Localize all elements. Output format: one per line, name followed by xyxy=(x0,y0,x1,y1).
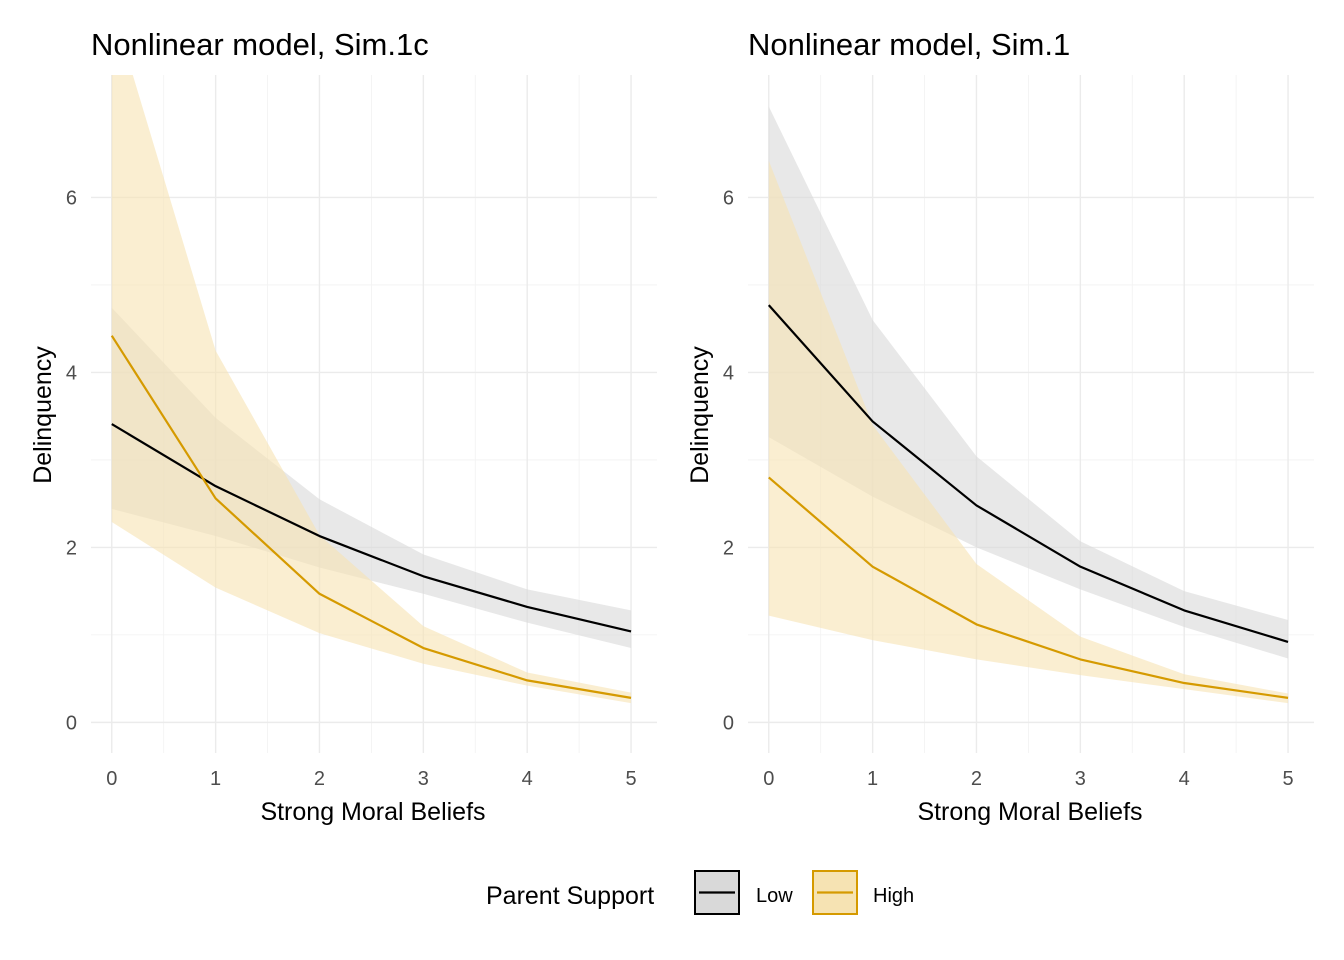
x-tick-label: 5 xyxy=(1282,768,1293,790)
x-tick-label: 3 xyxy=(418,768,429,790)
y-axis-title: Delinquency xyxy=(686,346,714,484)
legend-entry-low: Low xyxy=(694,870,793,915)
series-line-low xyxy=(111,423,632,633)
series-lines xyxy=(767,304,1289,699)
ribbons xyxy=(111,75,632,704)
ribbons xyxy=(768,106,1289,704)
legend-label-high: High xyxy=(873,885,914,907)
x-tick-label: 2 xyxy=(971,768,982,790)
panel-title: Nonlinear model, Sim.1c xyxy=(91,27,429,62)
panel-title: Nonlinear model, Sim.1 xyxy=(748,27,1070,62)
y-tick-label: 4 xyxy=(66,362,77,384)
tick-labels: 0 1 2 3 4 5 0 2 4 6 xyxy=(66,187,637,790)
series-line-high xyxy=(768,476,1289,699)
y-tick-label: 0 xyxy=(723,712,734,734)
panel-sim1: Nonlinear model, Sim.1 0 1 2 3 4 5 0 2 4 6 Strong… xyxy=(686,27,1314,826)
series-line-low xyxy=(767,304,1289,643)
x-tick-label: 5 xyxy=(625,768,636,790)
x-tick-label: 0 xyxy=(763,768,774,790)
ribbon-low xyxy=(768,106,1289,659)
x-axis-title: Strong Moral Beliefs xyxy=(260,798,485,826)
legend: Parent Support Low High xyxy=(486,870,914,915)
x-tick-label: 0 xyxy=(106,768,117,790)
panel-sim1c: Nonlinear model, Sim.1c 0 1 2 3 4 5 0 2 4 6 Stron… xyxy=(29,27,657,826)
x-tick-label: 3 xyxy=(1075,768,1086,790)
x-axis-title: Strong Moral Beliefs xyxy=(917,798,1142,826)
ribbon-high xyxy=(768,160,1289,704)
x-tick-label: 1 xyxy=(210,768,221,790)
tick-labels: 0 1 2 3 4 5 0 2 4 6 xyxy=(723,187,1294,790)
legend-label-low: Low xyxy=(756,885,793,907)
y-tick-label: 2 xyxy=(723,537,734,559)
legend-entry-high: High xyxy=(812,870,914,915)
y-tick-label: 6 xyxy=(66,187,77,209)
y-tick-label: 0 xyxy=(66,712,77,734)
series-lines xyxy=(110,335,632,699)
x-tick-label: 4 xyxy=(1179,768,1190,790)
y-tick-label: 4 xyxy=(723,362,734,384)
y-tick-label: 6 xyxy=(723,187,734,209)
legend-title: Parent Support xyxy=(486,882,654,910)
series-line-high xyxy=(110,335,632,699)
y-axis-title: Delinquency xyxy=(29,346,57,484)
y-tick-label: 2 xyxy=(66,537,77,559)
ribbon-high xyxy=(111,75,632,704)
x-tick-label: 1 xyxy=(867,768,878,790)
x-tick-label: 2 xyxy=(314,768,325,790)
x-tick-label: 4 xyxy=(522,768,533,790)
